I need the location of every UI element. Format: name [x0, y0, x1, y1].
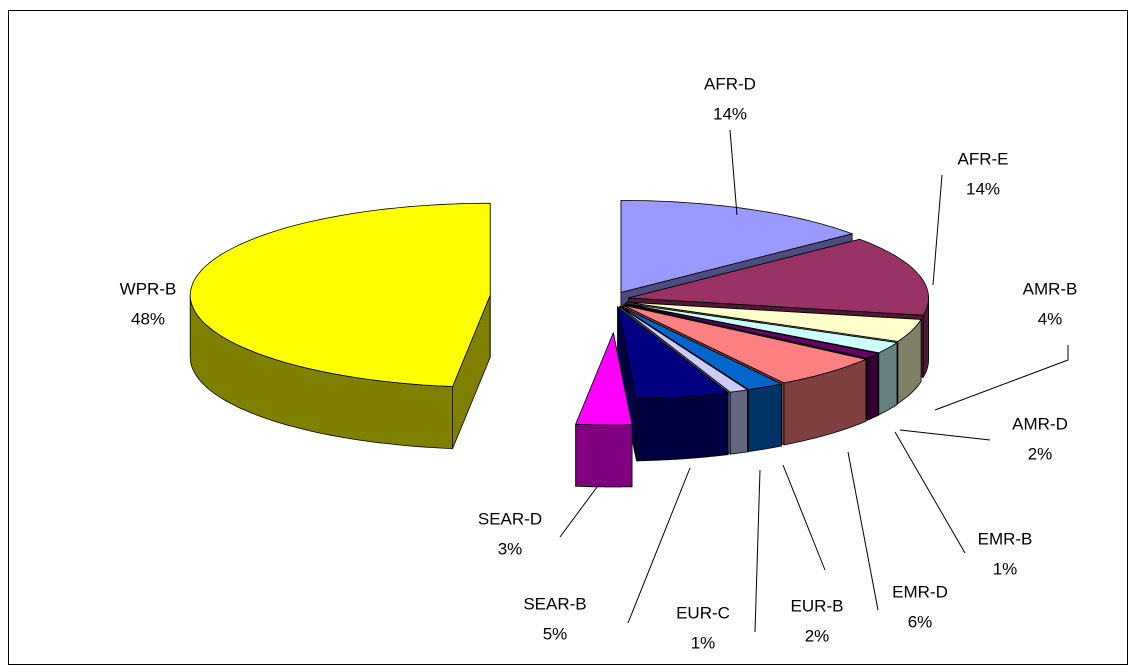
- leader-line: [754, 469, 761, 633]
- slice-label: EUR-C: [676, 603, 730, 622]
- slice-label: AFR-D: [704, 74, 756, 93]
- slice-label: EMR-B: [978, 529, 1033, 548]
- leader-line: [899, 429, 991, 441]
- slice-top: [620, 199, 854, 293]
- slice-label: EMR-D: [892, 582, 948, 601]
- slice: [189, 202, 491, 450]
- slice-label: SEAR-B: [523, 594, 586, 613]
- chart-border: [8, 10, 1128, 665]
- slice-wall: [867, 352, 879, 421]
- slice-top: [189, 202, 491, 388]
- leader-line: [894, 431, 966, 554]
- slice-value-label: 1%: [691, 633, 716, 652]
- slice-value-label: 5%: [543, 624, 568, 643]
- slice-top: [620, 305, 783, 391]
- slice-top: [624, 303, 880, 359]
- slice-value-label: 1%: [993, 559, 1018, 578]
- slice-wall: [575, 423, 633, 488]
- leader-line: [934, 345, 1069, 411]
- slice-top: [619, 306, 749, 393]
- slice-label: SEAR-D: [478, 509, 542, 528]
- slice-value-label: 14%: [966, 179, 1000, 198]
- slice-label: AMR-D: [1012, 414, 1068, 433]
- slice-top: [626, 301, 922, 342]
- slice-top: [616, 306, 730, 400]
- slice-top: [575, 331, 633, 426]
- slice-wall: [636, 392, 729, 462]
- slice-label: EUR-B: [791, 596, 844, 615]
- slice-wall: [878, 341, 898, 416]
- slice-value-label: 48%: [131, 309, 165, 328]
- slice-top: [625, 303, 899, 354]
- slice-value-label: 4%: [1038, 309, 1063, 328]
- slice-top: [628, 238, 930, 316]
- slice-label: AMR-B: [1023, 279, 1078, 298]
- slice: [616, 306, 730, 462]
- slice-value-label: 6%: [908, 612, 933, 631]
- slice-wall: [748, 383, 782, 453]
- leader-line: [932, 174, 943, 286]
- slice-label: AFR-E: [958, 149, 1009, 168]
- slice-top: [623, 304, 868, 384]
- slice-label: WPR-B: [120, 279, 177, 298]
- leader-line: [847, 451, 879, 611]
- leader-line: [782, 464, 826, 571]
- leader-line: [559, 482, 601, 538]
- slice-value-label: 2%: [805, 626, 830, 645]
- slice-wall: [729, 389, 748, 455]
- slice-value-label: 3%: [498, 539, 523, 558]
- slice-value-label: 2%: [1028, 444, 1053, 463]
- slice-value-label: 14%: [713, 104, 747, 123]
- leader-line: [627, 467, 691, 624]
- slice: [575, 331, 633, 488]
- leader-line: [729, 129, 738, 216]
